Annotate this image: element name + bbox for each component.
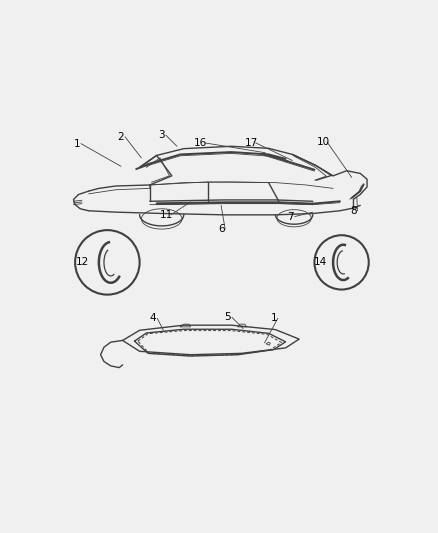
Text: 16: 16 bbox=[194, 138, 207, 148]
Text: 4: 4 bbox=[150, 313, 156, 324]
Text: 14: 14 bbox=[314, 257, 327, 268]
Text: 5: 5 bbox=[225, 312, 231, 322]
Text: 3: 3 bbox=[159, 130, 165, 140]
Text: 12: 12 bbox=[76, 257, 89, 268]
Text: 17: 17 bbox=[245, 138, 258, 148]
Text: 7: 7 bbox=[287, 212, 294, 222]
Text: 2: 2 bbox=[118, 132, 124, 142]
Text: 6: 6 bbox=[218, 224, 224, 234]
Text: 11: 11 bbox=[160, 210, 173, 220]
Text: 8: 8 bbox=[350, 206, 357, 216]
Text: 1: 1 bbox=[270, 313, 277, 324]
Text: 1: 1 bbox=[74, 139, 80, 149]
Text: 10: 10 bbox=[316, 137, 329, 147]
